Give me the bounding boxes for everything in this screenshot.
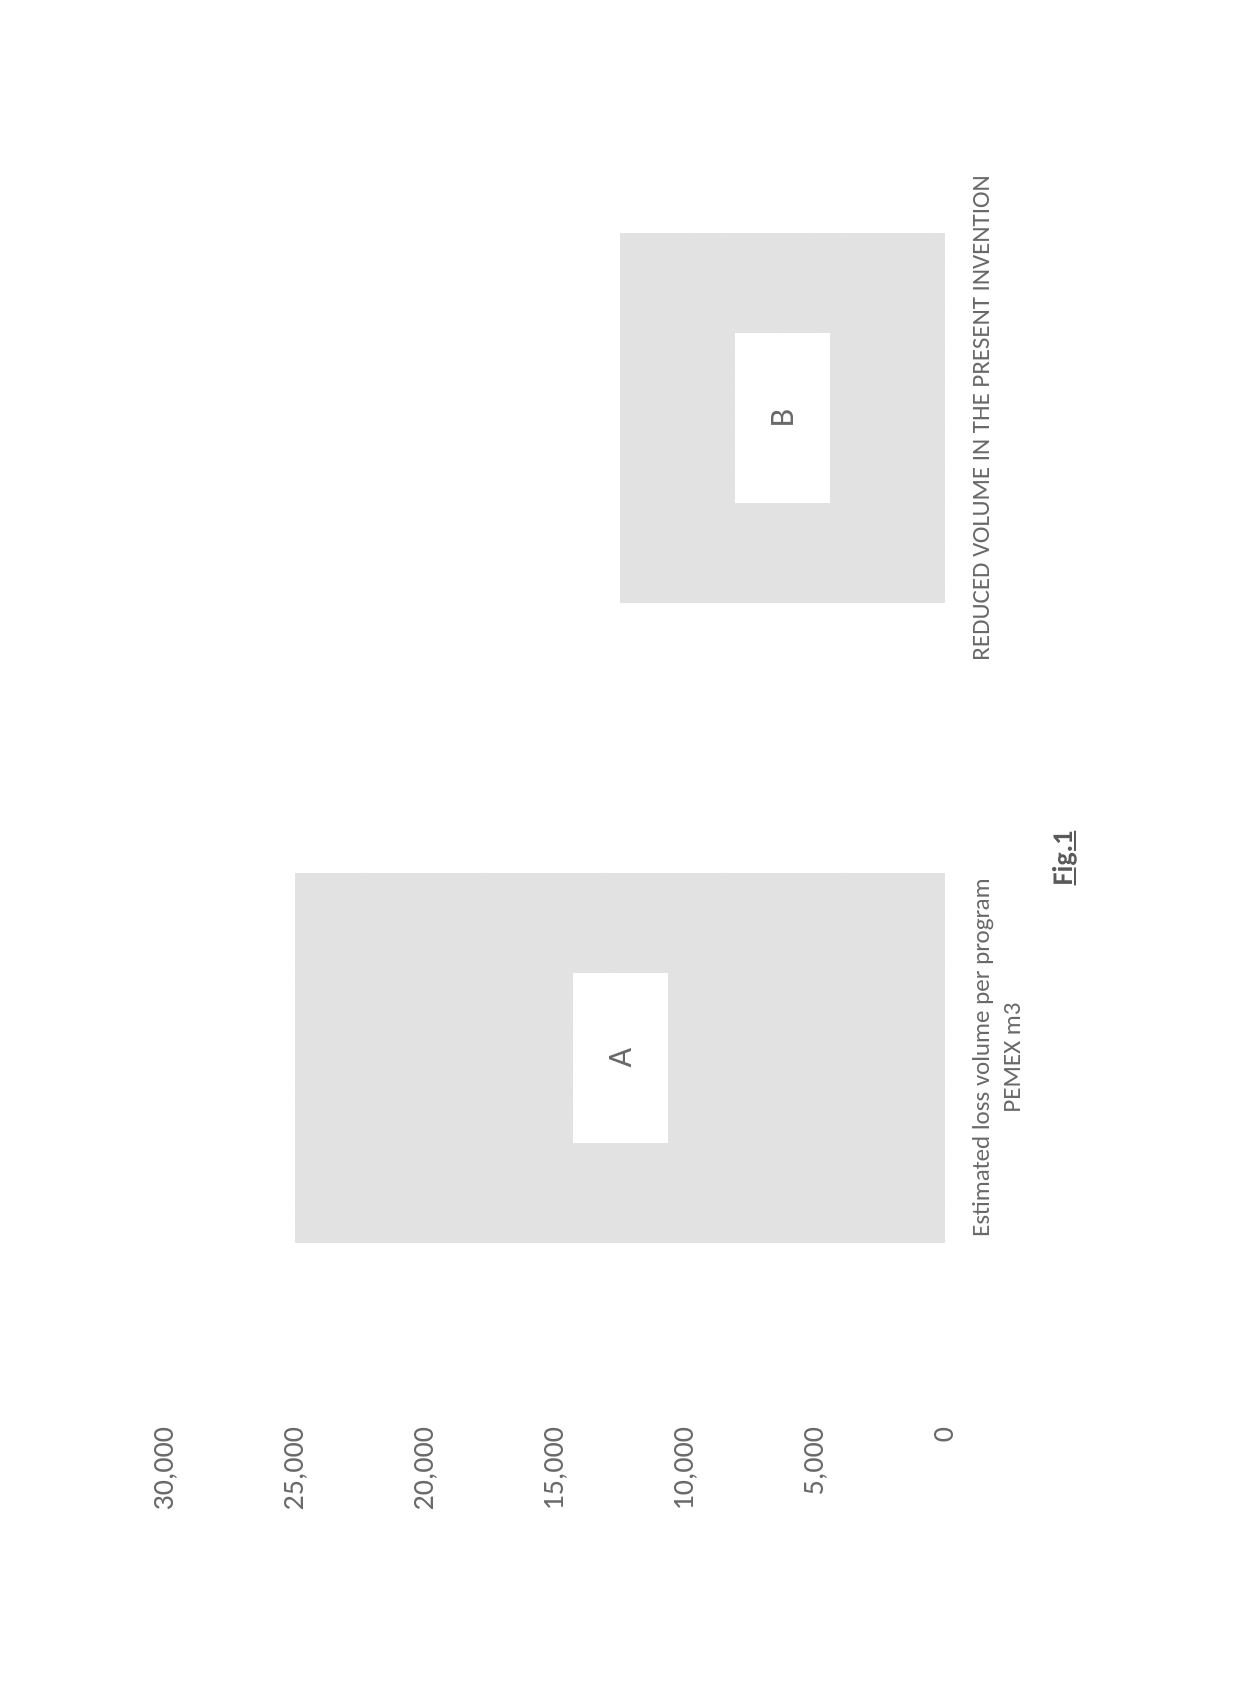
y-tick-label: 5,000 xyxy=(795,1427,832,1602)
y-tick-label: 30,000 xyxy=(145,1427,182,1602)
rotated-figure: AB Fig.1 05,00010,00015,00020,00025,0003… xyxy=(95,102,1145,1602)
y-tick-label: 0 xyxy=(925,1427,962,1602)
x-label-A: Estimated loss volume per program PEMEX … xyxy=(965,777,1027,1337)
bar-label-B: B xyxy=(735,333,830,503)
y-tick-label: 20,000 xyxy=(405,1427,442,1602)
y-tick-label: 25,000 xyxy=(275,1427,312,1602)
y-tick-label: 15,000 xyxy=(535,1427,572,1602)
bar-chart: AB Fig.1 05,00010,00015,00020,00025,0003… xyxy=(95,102,1145,1602)
figure-caption: Fig.1 xyxy=(1045,830,1080,885)
plot-area: AB xyxy=(165,172,945,1402)
y-tick-label: 10,000 xyxy=(665,1427,702,1602)
x-label-B: REDUCED VOLUME IN THE PRESENT INVENTION xyxy=(965,138,996,698)
bar-label-A: A xyxy=(573,972,668,1142)
